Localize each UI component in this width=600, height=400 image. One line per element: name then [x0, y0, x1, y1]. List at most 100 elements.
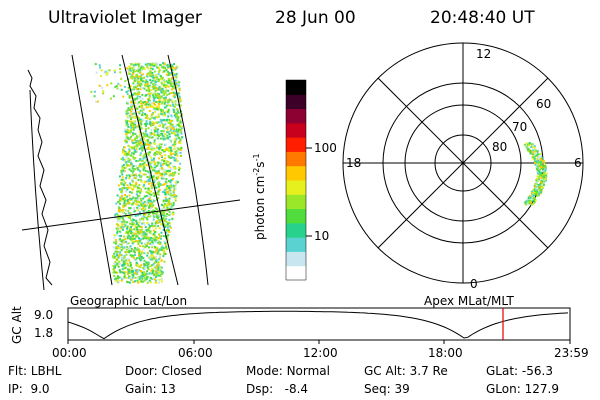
emission-pixel: [119, 236, 122, 239]
emission-pixel: [125, 203, 127, 206]
emission-pixel: [129, 137, 132, 140]
emission-pixel: [169, 147, 172, 150]
emission-pixel: [134, 77, 137, 80]
emission-pixel: [138, 82, 141, 85]
emission-pixel: [157, 144, 159, 147]
emission-pixel: [126, 160, 129, 163]
emission-pixel: [170, 124, 173, 127]
emission-pixel: [134, 157, 136, 160]
emission-pixel: [167, 79, 170, 82]
emission-pixel: [147, 143, 149, 146]
emission-pixel: [123, 256, 126, 258]
emission-pixel: [544, 164, 547, 167]
emission-pixel: [129, 207, 132, 210]
emission-pixel: [157, 181, 160, 184]
emission-pixel: [147, 263, 150, 265]
emission-pixel: [165, 231, 168, 234]
emission-pixel: [540, 181, 542, 184]
emission-pixel: [149, 118, 152, 121]
emission-pixel: [126, 243, 129, 246]
emission-pixel: [176, 117, 179, 120]
emission-pixel: [162, 130, 165, 133]
emission-pixel: [132, 123, 135, 126]
emission-pixel: [136, 107, 139, 110]
observation-date: 28 Jun 00: [275, 8, 356, 28]
emission-pixel: [134, 93, 137, 96]
emission-pixel: [148, 242, 151, 245]
emission-pixel: [150, 89, 153, 92]
emission-pixel: [541, 184, 543, 187]
emission-pixel: [154, 245, 157, 248]
emission-pixel: [169, 181, 172, 184]
emission-pixel: [134, 157, 137, 160]
emission-pixel: [146, 175, 149, 178]
emission-pixel: [155, 170, 158, 173]
emission-pixel: [128, 72, 131, 75]
emission-pixel: [168, 118, 171, 121]
emission-pixel: [121, 263, 124, 266]
emission-pixel: [156, 129, 159, 132]
emission-pixel: [134, 78, 137, 81]
emission-pixel: [538, 185, 541, 188]
emission-pixel: [132, 235, 134, 238]
emission-pixel: [119, 271, 122, 274]
emission-pixel: [152, 269, 155, 272]
emission-pixel: [163, 70, 166, 73]
observation-time: 20:48:40 UT: [430, 8, 535, 28]
emission-pixel: [534, 155, 536, 158]
emission-pixel: [122, 204, 125, 207]
emission-pixel: [147, 140, 150, 143]
emission-pixel: [538, 172, 541, 175]
emission-pixel: [129, 112, 131, 115]
emission-pixel: [152, 256, 155, 259]
emission-pixel: [154, 212, 157, 215]
emission-pixel: [137, 159, 140, 162]
emission-pixel: [121, 239, 124, 242]
emission-pixel: [117, 215, 120, 218]
emission-pixel: [121, 216, 124, 219]
emission-pixel: [131, 165, 134, 168]
emission-pixel: [136, 190, 139, 193]
emission-pixel: [125, 121, 128, 124]
emission-pixel: [147, 191, 150, 194]
emission-pixel: [136, 209, 139, 212]
emission-pixel: [125, 141, 128, 143]
lat-line: [21, 199, 241, 231]
emission-pixel: [150, 129, 153, 131]
emission-pixel: [159, 273, 162, 276]
emission-pixel: [141, 204, 144, 207]
emission-pixel: [117, 265, 120, 268]
emission-pixel: [125, 213, 128, 215]
emission-pixel: [145, 244, 148, 247]
emission-pixel: [539, 174, 542, 177]
emission-pixel: [123, 150, 126, 153]
emission-pixel: [155, 116, 158, 119]
emission-pixel: [136, 187, 139, 190]
emission-pixel: [153, 142, 156, 145]
emission-pixel: [137, 264, 139, 267]
emission-pixel: [126, 131, 129, 134]
emission-pixel: [131, 225, 133, 227]
emission-pixel: [125, 130, 128, 133]
colorbar-segment: [286, 180, 306, 195]
emission-pixel: [538, 189, 541, 192]
emission-pixel: [164, 99, 167, 101]
emission-pixel: [160, 96, 163, 99]
emission-pixel: [132, 218, 134, 221]
emission-pixel: [164, 143, 167, 146]
emission-pixel: [174, 143, 177, 146]
emission-pixel: [112, 267, 115, 270]
emission-pixel: [172, 152, 175, 155]
emission-pixel: [150, 146, 153, 149]
emission-pixel: [534, 197, 537, 200]
emission-pixel: [149, 177, 151, 179]
emission-pixel: [131, 93, 134, 96]
emission-pixel: [124, 154, 127, 156]
emission-pixel: [151, 62, 154, 65]
emission-pixel: [537, 185, 540, 188]
emission-pixel: [171, 69, 174, 72]
emission-pixel: [138, 232, 141, 235]
lon-line-4: [167, 54, 209, 286]
emission-pixel: [140, 270, 143, 273]
emission-pixel: [167, 109, 170, 112]
